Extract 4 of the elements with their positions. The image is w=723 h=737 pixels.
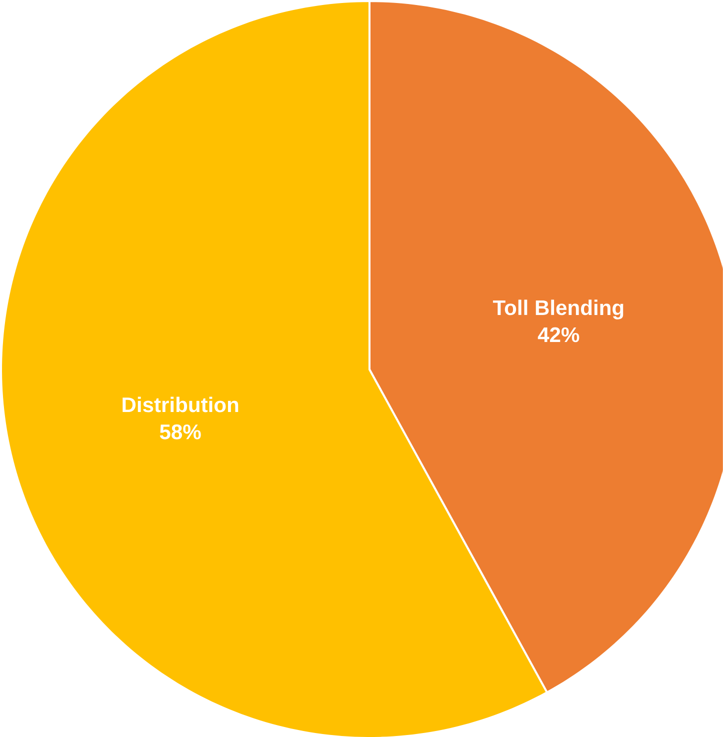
slice-label: Toll Blending [493, 300, 624, 320]
data-label: 58% [160, 424, 201, 440]
data-label: 42% [538, 327, 580, 342]
slice-label: Distribution [122, 396, 238, 412]
